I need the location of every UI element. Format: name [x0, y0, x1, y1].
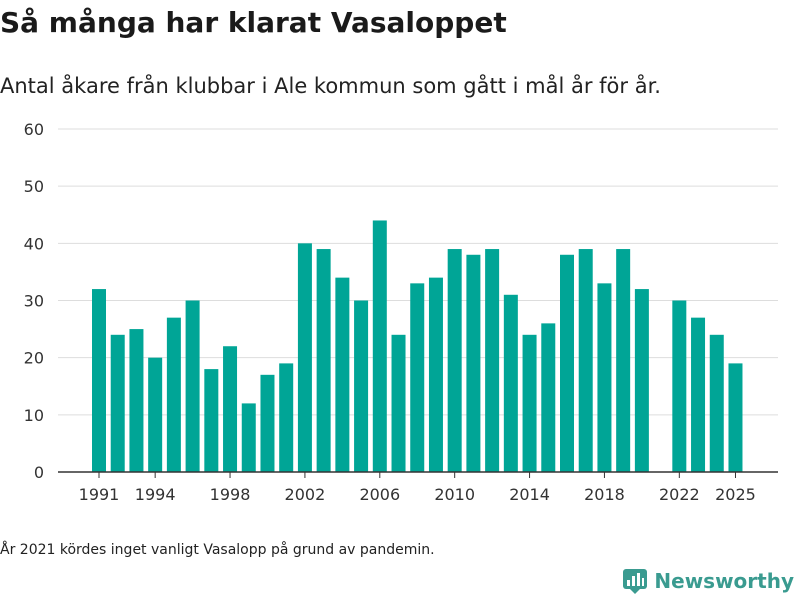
- bar: [335, 277, 350, 472]
- newsworthy-logo-icon: [623, 569, 648, 594]
- bar: [391, 334, 406, 472]
- bar: [279, 363, 294, 472]
- footnote: År 2021 kördes inget vanligt Vasalopp på…: [0, 542, 435, 558]
- bar: [616, 249, 631, 472]
- brand-logo: Newsworthy: [622, 568, 794, 594]
- bar: [185, 300, 200, 472]
- bar: [372, 220, 387, 472]
- x-tick-label: 2006: [359, 485, 400, 504]
- bar: [241, 403, 256, 472]
- bar: [466, 254, 481, 472]
- bar: [672, 300, 687, 472]
- bar: [110, 334, 125, 472]
- bar: [728, 363, 743, 472]
- y-tick-label: 40: [24, 234, 44, 253]
- bar: [129, 329, 144, 472]
- bar: [634, 289, 649, 472]
- bar: [148, 357, 163, 472]
- y-tick-label: 0: [34, 463, 44, 482]
- bar: [485, 249, 500, 472]
- bar: [204, 369, 219, 472]
- chart-subtitle: Antal åkare från klubbar i Ale kommun so…: [0, 74, 661, 98]
- y-tick-label: 10: [24, 406, 44, 425]
- bar: [316, 249, 331, 472]
- y-tick-label: 30: [24, 292, 44, 311]
- x-tick-label: 2002: [285, 485, 326, 504]
- y-tick-label: 50: [24, 177, 44, 196]
- y-tick-label: 20: [24, 349, 44, 368]
- bar: [354, 300, 369, 472]
- x-tick-label: 2022: [659, 485, 700, 504]
- bar: [223, 346, 238, 472]
- x-tick-label: 2018: [584, 485, 625, 504]
- bar: [691, 317, 706, 472]
- x-tick-label: 2014: [509, 485, 550, 504]
- bar: [597, 283, 612, 472]
- bar: [541, 323, 556, 472]
- bar: [428, 277, 443, 472]
- bar: [410, 283, 425, 472]
- bar: [260, 374, 275, 472]
- x-tick-label: 1994: [135, 485, 176, 504]
- y-tick-label: 60: [24, 120, 44, 139]
- bar-chart: 0 10 20 30 40 50 60 1991 1994 1998 2002 2006 2010 201…: [24, 120, 778, 504]
- bar: [709, 334, 724, 472]
- x-tick-label: 1998: [210, 485, 251, 504]
- x-tick-label: 2025: [715, 485, 756, 504]
- x-tick-label: 1991: [79, 485, 120, 504]
- bar: [297, 243, 312, 472]
- x-tick-label: 2010: [434, 485, 475, 504]
- bar: [92, 289, 106, 472]
- bar: [503, 294, 518, 472]
- bar: [560, 254, 574, 472]
- brand-name: Newsworthy: [654, 569, 794, 593]
- bar: [166, 317, 181, 472]
- bar: [447, 249, 462, 472]
- bar: [578, 249, 593, 472]
- chart-title: Så många har klarat Vasaloppet: [0, 6, 507, 39]
- bar: [522, 334, 537, 472]
